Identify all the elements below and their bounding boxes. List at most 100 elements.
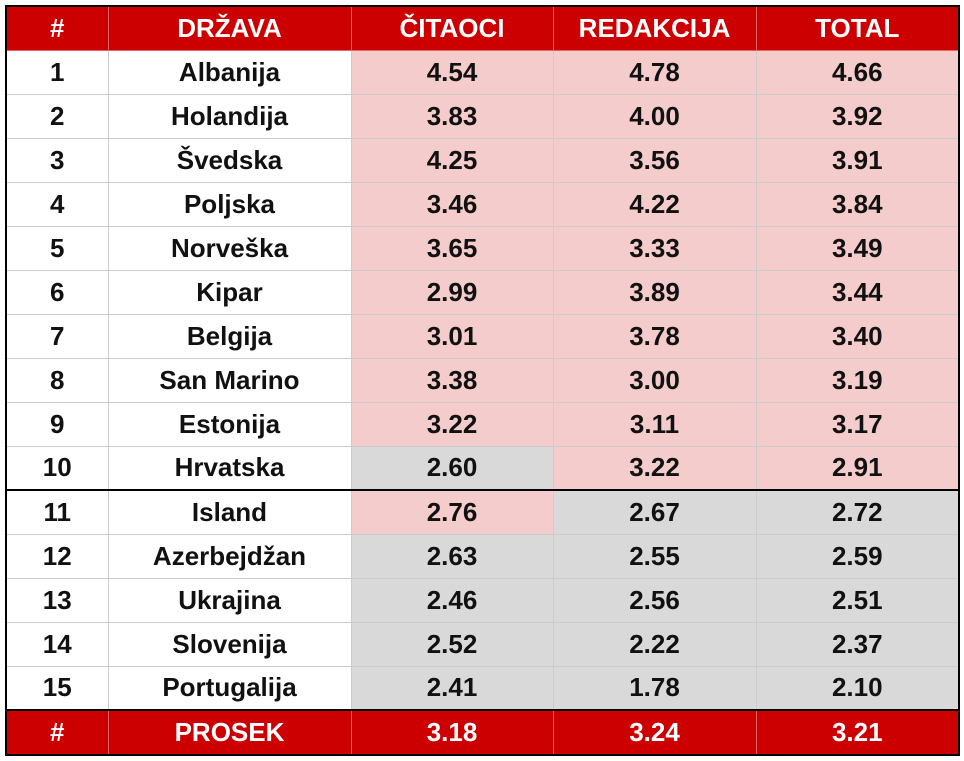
country-cell: Poljska (107, 181, 352, 227)
country-cell: Holandija (107, 93, 352, 139)
score-cell: 3.33 (552, 225, 757, 271)
score-cell: 2.52 (350, 621, 554, 667)
header-cell: DRŽAVA (107, 5, 352, 51)
score-cell: 3.38 (350, 357, 554, 403)
score-cell: 2.99 (350, 269, 554, 315)
score-cell: 4.54 (350, 49, 554, 95)
score-cell: 3.46 (350, 181, 554, 227)
score-cell: 4.00 (552, 93, 757, 139)
table-row: 10 Hrvatska 2.60 3.22 2.91 (5, 445, 960, 491)
score-cell: 2.72 (755, 489, 960, 535)
country-cell: Hrvatska (107, 445, 352, 491)
score-cell: 3.56 (552, 137, 757, 183)
ranking-table: # DRŽAVA ČITAOCI REDAKCIJA TOTAL 1 Albanija 4.… (5, 5, 960, 756)
score-cell: 2.76 (350, 489, 554, 535)
score-cell: 2.56 (552, 577, 757, 623)
rank-cell: 7 (5, 313, 109, 359)
rank-cell: 2 (5, 93, 109, 139)
country-cell: Kipar (107, 269, 352, 315)
score-cell: 3.78 (552, 313, 757, 359)
score-cell: 2.91 (755, 445, 960, 491)
table-row: 12 Azerbejdžan 2.63 2.55 2.59 (5, 533, 960, 579)
rank-cell: 8 (5, 357, 109, 403)
score-cell: 2.51 (755, 577, 960, 623)
table-header: # DRŽAVA ČITAOCI REDAKCIJA TOTAL (5, 5, 960, 51)
score-cell: 1.78 (552, 665, 757, 711)
score-cell: 2.60 (350, 445, 554, 491)
table-row: 9 Estonija 3.22 3.11 3.17 (5, 401, 960, 447)
score-cell: 4.78 (552, 49, 757, 95)
score-cell: 3.01 (350, 313, 554, 359)
country-cell: Švedska (107, 137, 352, 183)
table-row: 14 Slovenija 2.52 2.22 2.37 (5, 621, 960, 667)
score-cell: 3.22 (552, 445, 757, 491)
score-cell: 3.19 (755, 357, 960, 403)
score-cell: 2.59 (755, 533, 960, 579)
table-row: 5 Norveška 3.65 3.33 3.49 (5, 225, 960, 271)
table-body: 1 Albanija 4.54 4.78 4.66 2 Holandija 3.83 4.00 3… (5, 49, 960, 711)
table-row: 13 Ukrajina 2.46 2.56 2.51 (5, 577, 960, 623)
score-cell: 2.67 (552, 489, 757, 535)
score-cell: 3.49 (755, 225, 960, 271)
score-cell: 3.00 (552, 357, 757, 403)
table-row: 3 Švedska 4.25 3.56 3.91 (5, 137, 960, 183)
table-row: 7 Belgija 3.01 3.78 3.40 (5, 313, 960, 359)
table-row: 1 Albanija 4.54 4.78 4.66 (5, 49, 960, 95)
table-row: 6 Kipar 2.99 3.89 3.44 (5, 269, 960, 315)
rank-cell: 9 (5, 401, 109, 447)
table-row: 15 Portugalija 2.41 1.78 2.10 (5, 665, 960, 711)
score-cell: 3.65 (350, 225, 554, 271)
header-cell: REDAKCIJA (552, 5, 757, 51)
score-cell: 2.10 (755, 665, 960, 711)
country-cell: Ukrajina (107, 577, 352, 623)
score-cell: 3.91 (755, 137, 960, 183)
score-cell: 3.89 (552, 269, 757, 315)
score-cell: 2.37 (755, 621, 960, 667)
header-cell: ČITAOCI (350, 5, 554, 51)
score-cell: 2.46 (350, 577, 554, 623)
footer-row: # PROSEK 3.18 3.24 3.21 (5, 709, 960, 756)
country-cell: Slovenija (107, 621, 352, 667)
table-row: 2 Holandija 3.83 4.00 3.92 (5, 93, 960, 139)
score-cell: 3.84 (755, 181, 960, 227)
score-cell: 3.83 (350, 93, 554, 139)
rank-cell: 1 (5, 49, 109, 95)
country-cell: Albanija (107, 49, 352, 95)
score-cell: 2.41 (350, 665, 554, 711)
country-cell: Belgija (107, 313, 352, 359)
country-cell: San Marino (107, 357, 352, 403)
rank-cell: 3 (5, 137, 109, 183)
rank-cell: 13 (5, 577, 109, 623)
rank-cell: 11 (5, 489, 109, 535)
footer-cell: 3.18 (350, 709, 554, 756)
rank-cell: 14 (5, 621, 109, 667)
country-cell: Portugalija (107, 665, 352, 711)
header-cell: # (5, 5, 109, 51)
score-cell: 3.44 (755, 269, 960, 315)
table-footer: # PROSEK 3.18 3.24 3.21 (5, 709, 960, 756)
rank-cell: 12 (5, 533, 109, 579)
rank-cell: 4 (5, 181, 109, 227)
score-cell: 4.66 (755, 49, 960, 95)
score-cell: 4.25 (350, 137, 554, 183)
footer-cell: 3.21 (755, 709, 960, 756)
rank-cell: 15 (5, 665, 109, 711)
score-cell: 3.40 (755, 313, 960, 359)
footer-cell: 3.24 (552, 709, 757, 756)
country-cell: Estonija (107, 401, 352, 447)
rank-cell: 10 (5, 445, 109, 491)
score-cell: 2.63 (350, 533, 554, 579)
table-row: 4 Poljska 3.46 4.22 3.84 (5, 181, 960, 227)
table-row: 8 San Marino 3.38 3.00 3.19 (5, 357, 960, 403)
score-cell: 3.17 (755, 401, 960, 447)
footer-cell: PROSEK (107, 709, 352, 756)
rank-cell: 5 (5, 225, 109, 271)
score-cell: 3.92 (755, 93, 960, 139)
country-cell: Azerbejdžan (107, 533, 352, 579)
rank-cell: 6 (5, 269, 109, 315)
table-row: 11 Island 2.76 2.67 2.72 (5, 489, 960, 535)
country-cell: Island (107, 489, 352, 535)
footer-cell: # (5, 709, 109, 756)
country-cell: Norveška (107, 225, 352, 271)
